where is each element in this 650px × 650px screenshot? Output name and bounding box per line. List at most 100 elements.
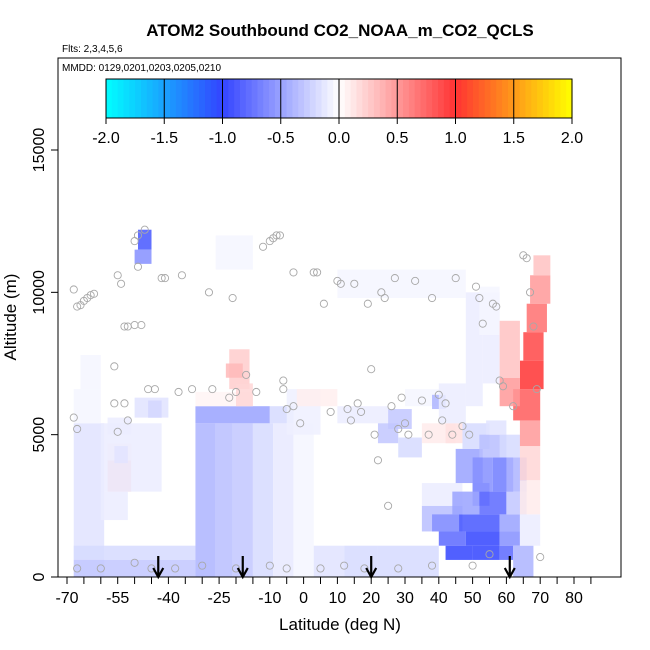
colorbar-swatch-74: [537, 79, 544, 118]
sample-point-31: [204, 288, 214, 297]
sample-point-51: [319, 299, 328, 308]
y-tick-label-0: 0: [31, 572, 48, 581]
colorbar-swatch-43: [356, 79, 363, 118]
colorbar-swatch-5: [135, 79, 142, 118]
sample-point-112: [427, 561, 437, 570]
colorbar-swatch-72: [525, 79, 532, 118]
heatmap-cell-44: [465, 292, 483, 407]
y-axis-label: Altitude (m): [1, 274, 20, 361]
sample-point-28: [174, 387, 183, 397]
colorbar-swatch-77: [554, 79, 561, 118]
heatmap-cell-64: [472, 457, 493, 492]
colorbar-tick-label-5: 0.5: [386, 130, 408, 147]
sample-point-103: [171, 564, 180, 573]
colorbar-swatch-44: [362, 79, 369, 118]
sample-point-55: [343, 404, 352, 414]
sample-point-92: [509, 402, 518, 411]
colorbar-swatch-78: [560, 79, 567, 118]
heatmap-cell-57: [499, 531, 520, 546]
colorbar-swatch-11: [170, 79, 177, 118]
sample-point-62: [370, 430, 379, 439]
sample-point-22: [133, 262, 143, 271]
colorbar-swatch-68: [502, 79, 509, 118]
sample-point-8: [73, 424, 82, 434]
colorbar-swatch-75: [542, 79, 550, 118]
colorbar-tick-label-8: 2.0: [561, 130, 583, 147]
heatmap-cell-71: [519, 514, 541, 546]
sample-point-43: [279, 376, 288, 385]
x-tick-label-7: 20: [362, 590, 380, 607]
y-tick-label-3: 15000: [31, 128, 48, 173]
colorbar-swatch-61: [461, 79, 468, 118]
heatmap-cell-16: [215, 423, 233, 577]
heatmap-cell-54: [499, 545, 514, 560]
colorbar-swatch-6: [140, 79, 148, 118]
colorbar-swatch-25: [251, 79, 259, 118]
heatmap-cell-37: [405, 389, 439, 407]
colorbar-swatch-62: [467, 79, 474, 118]
sample-point-6: [89, 289, 99, 298]
sample-point-42: [275, 231, 284, 240]
x-tick-label-10: 50: [464, 590, 482, 607]
sample-point-105: [231, 564, 241, 573]
sample-point-34: [228, 293, 237, 303]
sample-point-69: [394, 424, 403, 434]
colorbar-swatch-34: [304, 79, 311, 118]
heatmap-cell-72: [519, 480, 541, 515]
sample-point-23: [140, 225, 149, 234]
chart-title: ATOM2 Southbound CO2_NOAA_m_CO2_QCLS: [146, 21, 534, 40]
x-axis: -70 -55 -40 -25 -10 0 10 20 30 40 50 60 70 80: [55, 577, 592, 607]
heatmap-cell-1: [73, 389, 101, 424]
sample-point-75: [424, 430, 433, 439]
colorbar-swatch-69: [507, 79, 515, 118]
sample-point-52: [326, 407, 335, 416]
sample-point-33: [225, 393, 234, 402]
sample-point-38: [258, 242, 268, 251]
colorbar-tick-label-0: -2.0: [92, 130, 120, 147]
x-tick-label-13: 80: [565, 590, 583, 607]
y-axis: 0 5000 10000 15000: [31, 128, 58, 581]
heatmap-cell-62: [479, 491, 507, 515]
sample-point-48: [296, 419, 305, 428]
sample-point-66: [384, 501, 393, 510]
heatmap-cell-13: [73, 545, 196, 560]
sample-point-35: [231, 387, 241, 397]
heatmap-cell-61: [452, 491, 480, 515]
sample-point-14: [113, 271, 122, 280]
sample-point-60: [363, 299, 372, 308]
x-tick-label-11: 60: [498, 590, 516, 607]
heatmap-cell-56: [465, 531, 500, 546]
colorbar-swatch-56: [432, 79, 439, 118]
colorbar-swatch-66: [490, 79, 497, 118]
sample-point-71: [400, 419, 410, 428]
colorbar-swatch-20: [222, 79, 229, 118]
sample-point-97: [532, 385, 541, 394]
sample-point-80: [448, 430, 457, 439]
heatmap-cell-55: [438, 531, 466, 546]
colorbar-swatch-71: [519, 79, 526, 118]
heatmap-cell-11: [100, 423, 162, 492]
sample-point-94: [522, 254, 531, 263]
heatmap-cell-78: [526, 303, 547, 333]
heatmap-cell-74: [519, 420, 541, 447]
x-tick-label-1: -55: [106, 590, 129, 607]
heatmap-cell-31: [344, 545, 378, 577]
heatmap-cell-9: [134, 249, 152, 264]
x-tick-label-6: 10: [329, 590, 347, 607]
heatmap-cell-69: [486, 420, 507, 435]
x-tick-label-5: 0: [299, 590, 308, 607]
sample-point-91: [498, 382, 508, 391]
sample-point-96: [529, 322, 538, 331]
heatmap-cell-60: [499, 514, 520, 532]
colorbar-swatch-38: [327, 79, 334, 118]
heatmap-cell-27: [215, 235, 253, 270]
colorbar-swatch-37: [321, 79, 328, 118]
colorbar-swatch-33: [298, 79, 305, 118]
heatmap-cell-76: [519, 360, 544, 390]
colorbar-swatch-54: [420, 79, 427, 118]
sample-point-77: [434, 390, 443, 399]
sample-points: [69, 225, 545, 573]
colorbar-swatch-63: [472, 79, 480, 118]
colorbar-tick-label-4: 0.0: [328, 130, 350, 147]
